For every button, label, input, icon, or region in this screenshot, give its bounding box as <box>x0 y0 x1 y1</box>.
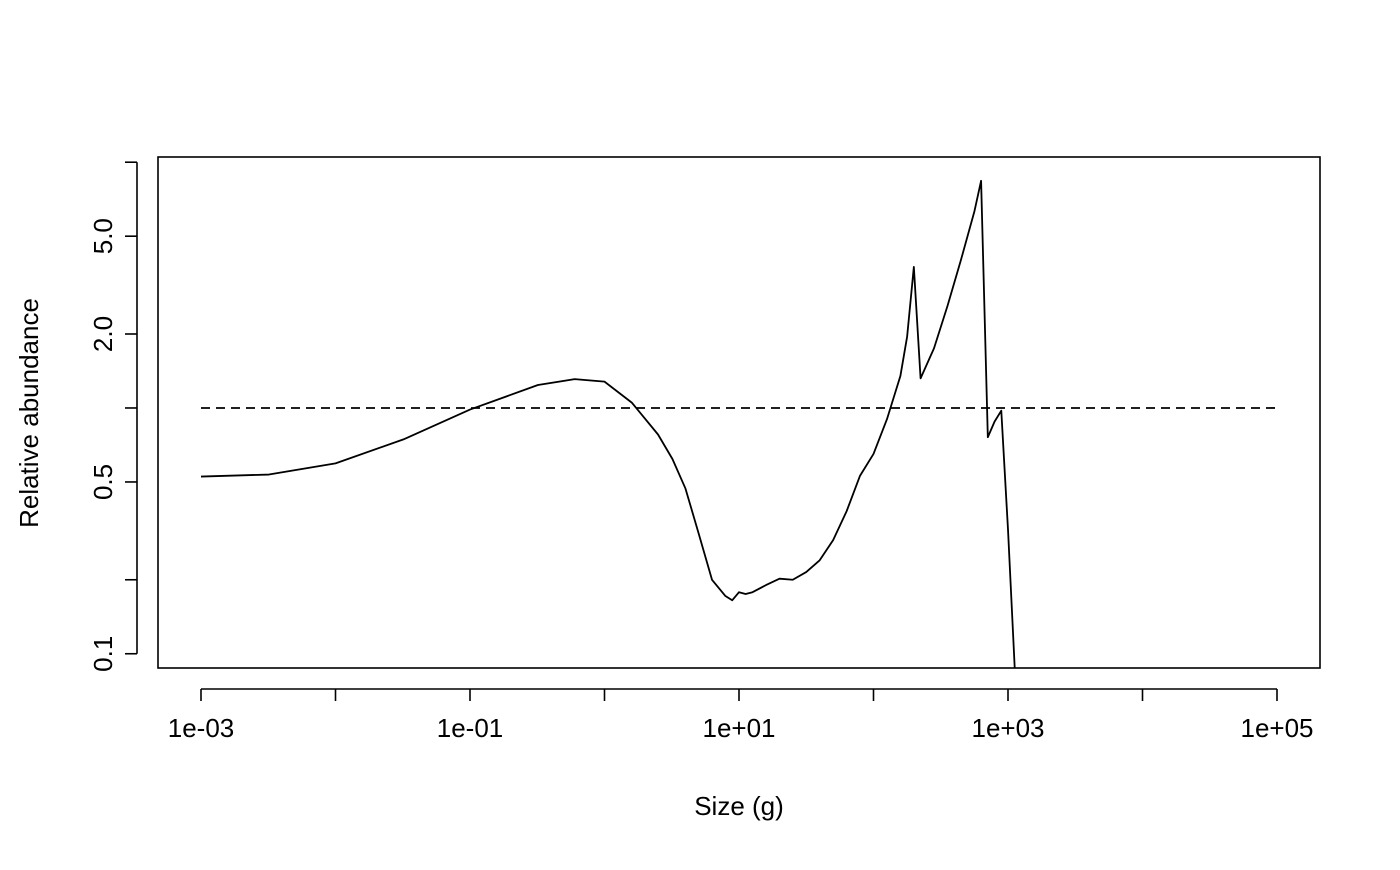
y-tick-label: 0.5 <box>88 464 118 500</box>
series-layer <box>200 179 1277 668</box>
x-tick-label: 1e-01 <box>437 713 504 743</box>
abundance-line <box>200 179 1016 668</box>
y-tick-label: 0.1 <box>88 636 118 672</box>
y-axis: 0.1 0.5 2.0 5.0 <box>88 161 138 672</box>
x-axis: 1e-03 1e-01 1e+01 1e+03 1e+05 <box>168 688 1314 743</box>
x-axis-title: Size (g) <box>694 791 784 821</box>
plot-frame <box>157 156 1321 669</box>
y-tick-label: 2.0 <box>88 316 118 352</box>
y-axis-title: Relative abundance <box>14 298 44 528</box>
x-tick-label: 1e+03 <box>971 713 1044 743</box>
x-tick-label: 1e+01 <box>702 713 775 743</box>
y-tick-label: 5.0 <box>88 218 118 254</box>
x-tick-label: 1e+05 <box>1240 713 1313 743</box>
x-tick-label: 1e-03 <box>168 713 235 743</box>
